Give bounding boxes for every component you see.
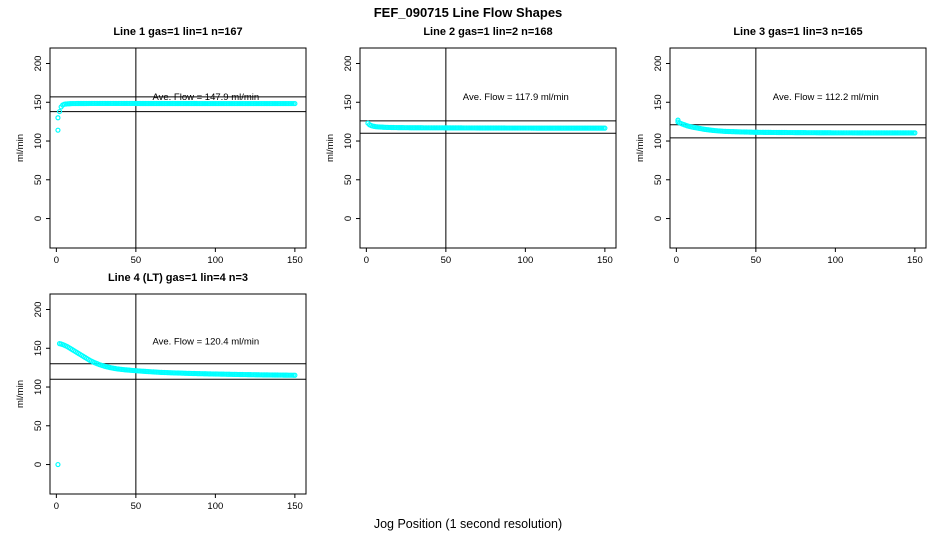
data-point — [56, 108, 63, 115]
y-axis-label: ml/min — [325, 134, 336, 162]
subplot-title-line-3: Line 3 gas=1 lin=3 n=165 — [733, 26, 863, 38]
figure-title: FEF_090715 Line Flow Shapes — [373, 5, 563, 20]
subplot-line-4: Line 4 (LT) gas=1 lin=4 n=3 0 50 100 150 0 50… — [12, 270, 314, 527]
y-tick-label: 150 — [653, 94, 664, 110]
plot-area-line-1: 0 50 100 150 0 50 100 150 200 ml/min Ave. Flow = 1… — [12, 40, 314, 281]
y-tick-label: 50 — [33, 420, 44, 431]
x-tick-label: 50 — [441, 255, 452, 266]
outlier-point — [55, 461, 61, 468]
y-axis-label: ml/min — [15, 380, 26, 408]
y-tick-label: 200 — [33, 302, 44, 318]
outlier-point — [55, 115, 61, 121]
y-axis-label: ml/min — [635, 134, 646, 162]
data-point — [292, 100, 298, 107]
data-points — [365, 120, 608, 131]
ave-flow-annotation: Ave. Flow = 120.4 ml/min — [152, 336, 259, 347]
x-tick-label: 150 — [287, 255, 303, 266]
y-tick-label: 200 — [33, 56, 44, 72]
y-tick-label: 50 — [653, 174, 664, 185]
subplot-title-line-4: Line 4 (LT) gas=1 lin=4 n=3 — [107, 272, 249, 284]
y-tick-label: 0 — [33, 216, 44, 221]
data-points — [55, 100, 298, 133]
x-tick-label: 50 — [751, 255, 762, 266]
outlier-point — [675, 117, 681, 123]
y-axis-label: ml/min — [15, 134, 26, 162]
x-tick-label: 150 — [597, 255, 613, 266]
subplot-line-2: Line 2 gas=1 lin=2 n=168 0 50 100 150 0 50 100… — [322, 24, 624, 281]
subplot-title-line-1: Line 1 gas=1 lin=1 n=167 — [113, 26, 243, 38]
y-tick-label: 150 — [33, 94, 44, 110]
plot-svg: 0 50 100 150 0 50 100 150 200 ml/min Ave. Flow = 1… — [15, 47, 307, 266]
y-tick-label: 0 — [33, 462, 44, 467]
data-point — [292, 372, 298, 378]
y-tick-label: 150 — [343, 94, 354, 110]
plot-area-line-3: 0 50 100 150 0 50 100 150 200 ml/min Ave. Flow = 1… — [632, 40, 934, 281]
plot-area-line-2: 0 50 100 150 0 50 100 150 200 ml/min Ave. Flow = 1… — [322, 40, 624, 281]
x-tick-label: 100 — [207, 501, 223, 512]
subplot-line-3: Line 3 gas=1 lin=3 n=165 0 50 100 150 0 50 100… — [632, 24, 934, 281]
plot-svg: 0 50 100 150 0 50 100 150 200 ml/min Ave. Flow = 1… — [635, 47, 927, 266]
x-tick-label: 0 — [54, 501, 59, 512]
y-tick-label: 50 — [343, 174, 354, 185]
ave-flow-annotation: Ave. Flow = 117.9 ml/min — [463, 92, 569, 103]
x-tick-label: 0 — [54, 255, 59, 266]
x-tick-label: 50 — [131, 255, 142, 266]
x-tick-label: 100 — [207, 255, 223, 266]
plot-box — [359, 47, 617, 249]
ave-flow-annotation: Ave. Flow = 112.2 ml/min — [773, 92, 879, 103]
x-tick-label: 100 — [517, 255, 533, 266]
x-tick-label: 0 — [364, 255, 369, 266]
outlier-point — [365, 120, 371, 126]
plot-svg: 0 50 100 150 0 50 100 150 200 ml/min Ave. Flow = 1… — [15, 293, 307, 512]
y-tick-label: 100 — [343, 133, 354, 149]
y-tick-label: 0 — [653, 216, 664, 221]
x-tick-label: 50 — [131, 501, 142, 512]
ave-flow-annotation: Ave. Flow = 147.9 ml/min — [152, 92, 259, 103]
subplot-title-line-2: Line 2 gas=1 lin=2 n=168 — [423, 26, 553, 38]
x-tick-label: 0 — [674, 255, 679, 266]
y-tick-label: 200 — [343, 56, 354, 72]
y-tick-label: 50 — [33, 174, 44, 185]
y-tick-label: 100 — [33, 133, 44, 149]
outlier-point — [55, 127, 61, 133]
x-tick-label: 150 — [287, 501, 303, 512]
y-tick-label: 150 — [33, 340, 44, 356]
y-tick-label: 200 — [653, 56, 664, 72]
y-tick-label: 100 — [653, 133, 664, 149]
y-tick-label: 0 — [343, 216, 354, 221]
y-tick-label: 100 — [33, 379, 44, 395]
subplot-line-1: Line 1 gas=1 lin=1 n=167 0 50 100 150 0 50 100… — [12, 24, 314, 281]
data-point — [602, 125, 608, 131]
data-point — [912, 130, 918, 136]
data-points — [55, 341, 298, 468]
plot-box — [49, 293, 307, 495]
x-axis-label: Jog Position (1 second resolution) — [373, 517, 563, 531]
plot-area-line-4: 0 50 100 150 0 50 100 150 200 ml/min Ave. Flow = 1… — [12, 286, 314, 527]
x-tick-label: 100 — [827, 255, 843, 266]
plot-svg: 0 50 100 150 0 50 100 150 200 ml/min Ave. Flow = 1… — [325, 47, 617, 266]
plot-box — [49, 47, 307, 249]
data-points — [675, 117, 918, 136]
plot-box — [669, 47, 927, 249]
x-tick-label: 150 — [907, 255, 923, 266]
